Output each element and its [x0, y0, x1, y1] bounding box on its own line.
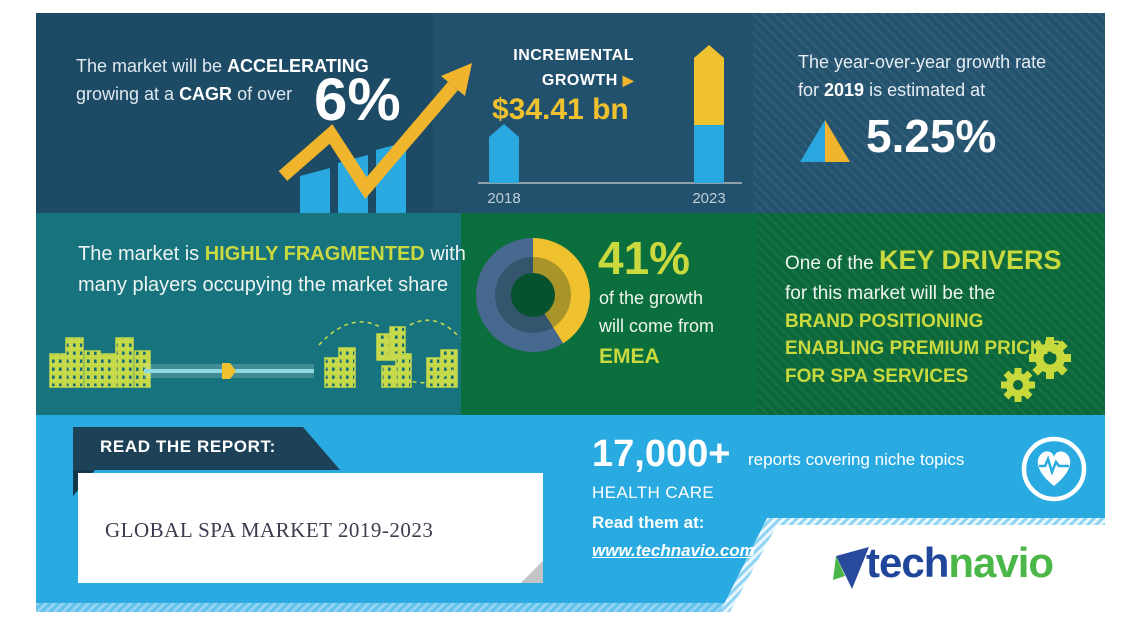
website-link[interactable]: www.technavio.com: [592, 541, 755, 560]
frag-highlight: HIGHLY FRAGMENTED: [204, 243, 425, 265]
drivers-line5: FOR SPA SERVICES: [785, 365, 969, 387]
key-drivers-text: One of the KEY DRIVERS for this market w…: [785, 241, 1064, 390]
drivers-line3: BRAND POSITIONING: [785, 310, 984, 332]
yoy-line2-pre: for: [798, 79, 825, 100]
fragmented-text: The market is HIGHLY FRAGMENTED with man…: [78, 239, 466, 301]
accel-line1-pre: The market will be: [76, 56, 228, 76]
emea-line2: will come from: [599, 315, 715, 336]
frag-line2: many players occupying the market share: [78, 274, 449, 296]
category-label: HEALTH CARE: [592, 483, 715, 502]
pointer-triangle-icon: ▶: [622, 71, 634, 88]
frag-pre: The market is: [78, 243, 205, 265]
incr-label1: INCREMENTAL: [513, 47, 634, 64]
accel-line2-bold: CAGR: [179, 83, 233, 104]
drivers-line4: ENABLING PREMIUM PRICING: [785, 338, 1064, 360]
donut-chart: [476, 238, 590, 352]
yoy-line1: The year-over-year growth rate: [798, 52, 1047, 72]
cagr-value: 6%: [314, 66, 401, 133]
yoy-text: The year-over-year growth rate for 2019 …: [798, 49, 1046, 105]
report-title[interactable]: GLOBAL SPA MARKET 2019-2023: [105, 518, 434, 542]
report-count-desc: reports covering niche topics: [748, 450, 965, 469]
logo-tech: tech: [866, 539, 949, 586]
logo-navio: navio: [948, 539, 1054, 586]
accel-line2-pre: growing at a: [76, 83, 180, 104]
technavio-logo: technavio: [866, 539, 1054, 587]
emea-line1: of the growth: [599, 288, 704, 308]
infographic-body: 2018 2023: [36, 13, 1105, 612]
yoy-line2-post: is estimated at: [864, 79, 986, 100]
panel-yoy-growth: [753, 13, 1105, 213]
read-them-at-label: Read them at:: [592, 513, 705, 532]
panel-key-drivers: [757, 213, 1105, 415]
drivers-highlight: KEY DRIVERS: [879, 245, 1062, 275]
frag-post: with: [424, 243, 466, 265]
incremental-growth-value: $34.41 bn: [492, 93, 629, 126]
incremental-growth-label: INCREMENTAL GROWTH ▶: [486, 44, 634, 94]
emea-share-value: 41%: [598, 232, 691, 284]
incr-label2: GROWTH: [541, 71, 623, 89]
drivers-pre: One of the: [785, 253, 880, 274]
accel-line2-post: of over: [232, 83, 293, 104]
yoy-value: 5.25%: [866, 110, 997, 162]
accel-line1-bold: ACCELERATING: [227, 56, 369, 76]
emea-region: EMEA: [599, 344, 660, 368]
emea-text: of the growth will come from EMEA: [599, 285, 714, 373]
donut-hole: [511, 273, 555, 317]
read-report-label: READ THE REPORT:: [100, 437, 276, 456]
report-count: 17,000+: [592, 433, 731, 475]
yoy-line2-bold: 2019: [824, 79, 865, 100]
drivers-line2: for this market will be the: [785, 283, 996, 305]
accelerating-text: The market will be ACCELERATING growing …: [76, 53, 369, 109]
